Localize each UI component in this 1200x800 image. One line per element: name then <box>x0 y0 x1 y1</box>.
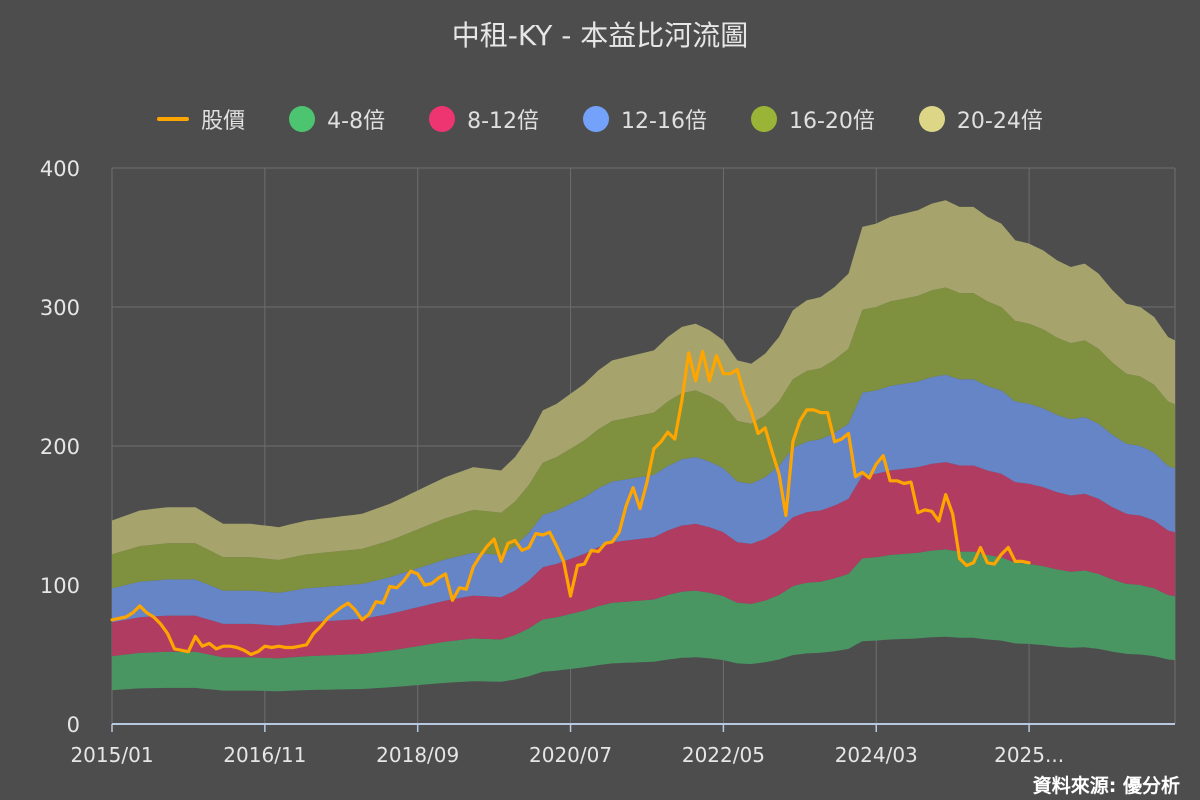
price-line <box>110 349 1031 657</box>
source-note: 資料來源: 優分析 <box>1032 775 1180 797</box>
legend-line-price-icon <box>157 117 190 121</box>
legend-dot-icon <box>918 106 945 132</box>
x-tick-label: 2015/01 <box>70 743 153 767</box>
y-tick-label: 0 <box>67 713 80 737</box>
x-tick-label: 2018/09 <box>376 743 459 767</box>
legend-item-8-12[interactable]: 8-12倍 <box>429 103 539 135</box>
legend-label: 4-8倍 <box>327 109 386 134</box>
y-tick-label: 300 <box>40 296 80 320</box>
y-tick-label: 200 <box>40 435 80 459</box>
legend-label: 20-24倍 <box>956 109 1043 134</box>
legend-dot-icon <box>583 106 610 132</box>
chart-legend: 股價 4-8倍 8-12倍 12-16倍 16-20倍 20-24倍 <box>0 103 1200 135</box>
legend-label: 股價 <box>201 109 246 134</box>
legend-label: 8-12倍 <box>467 109 540 134</box>
band-20-24 <box>112 200 1175 560</box>
y-tick-label: 100 <box>40 574 80 598</box>
band-4-8 <box>112 549 1175 692</box>
x-tick-label: 2020/07 <box>529 743 612 767</box>
legend-label: 12-16倍 <box>621 109 707 134</box>
legend-label: 16-20倍 <box>788 109 875 134</box>
band-8-12 <box>112 462 1175 659</box>
legend-item-12-16[interactable]: 12-16倍 <box>583 103 707 135</box>
legend-dot-icon <box>429 106 456 132</box>
axis-layer: 0 100 200 300 400 2015/01 2016/11 2018/09 2020/0… <box>40 157 1175 767</box>
legend-item-16-20[interactable]: 16-20倍 <box>750 103 875 135</box>
x-tick-label: 2024/03 <box>835 743 918 767</box>
legend-dot-icon <box>289 106 316 132</box>
price-layer <box>110 349 1031 657</box>
legend-item-price[interactable]: 股價 <box>157 103 245 135</box>
chart-title: 中租-KY - 本益比河流圖 <box>451 19 749 52</box>
y-tick-label: 400 <box>40 157 80 181</box>
legend-dot-icon <box>750 106 777 132</box>
x-tick-label: 2016/11 <box>223 743 306 767</box>
legend-item-4-8[interactable]: 4-8倍 <box>289 103 385 135</box>
x-tick-label: 2022/05 <box>682 743 765 767</box>
legend-item-20-24[interactable]: 20-24倍 <box>918 103 1043 135</box>
band-16-20 <box>112 287 1175 593</box>
x-tick-label: 2025... <box>994 743 1064 767</box>
